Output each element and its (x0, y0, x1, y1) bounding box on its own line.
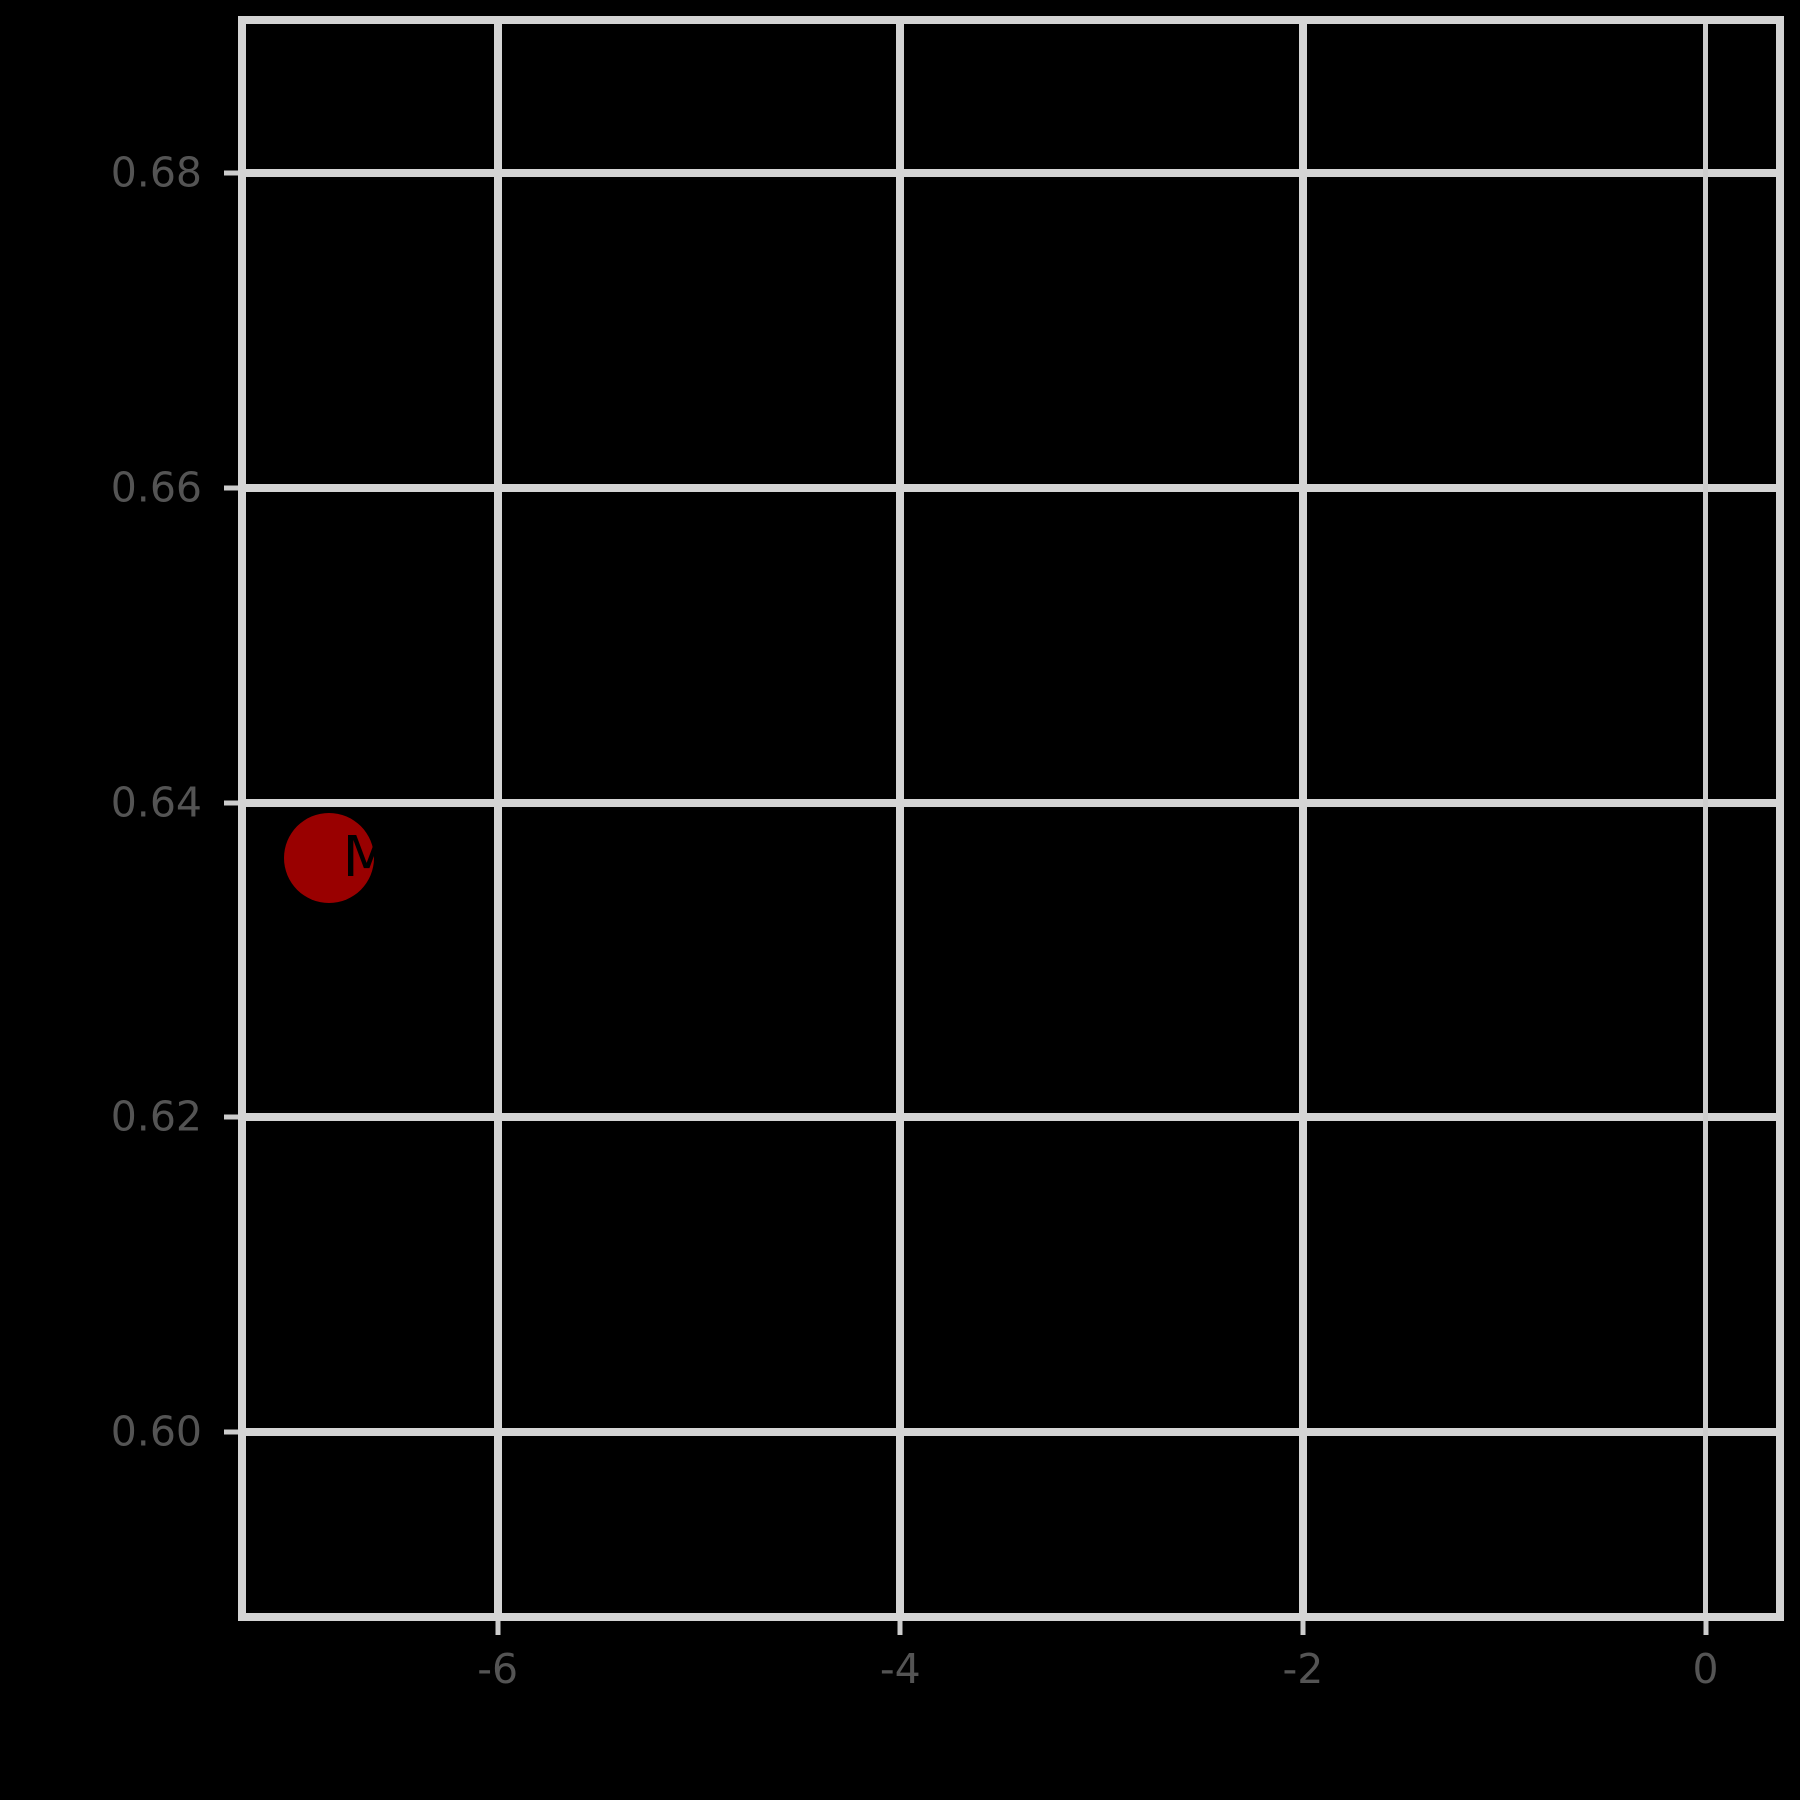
plot-area: 0.60 0.62 0.64 0.66 0.68 -6 -4 -2 0 Mars (111, 16, 1784, 1690)
y-tick-label: 0.66 (110, 463, 202, 512)
gridline-horizontal (246, 1113, 1776, 1122)
gridline-vertical (1703, 24, 1709, 1613)
x-tick-mark (897, 1621, 903, 1635)
y-tick-label: 0.62 (110, 1092, 202, 1141)
y-tick-mark (224, 485, 238, 491)
y-tick-mark (224, 170, 238, 176)
axis-spine-left (238, 16, 246, 1613)
x-tick-mark (1300, 1621, 1306, 1635)
y-tick-mark (224, 1429, 238, 1435)
y-tick-mark (224, 800, 238, 806)
gridline-horizontal (246, 484, 1776, 493)
y-tick-label: 0.60 (110, 1407, 202, 1456)
x-tick-label: -6 (477, 1645, 519, 1693)
x-tick-mark (495, 1621, 501, 1635)
x-tick-label: -4 (879, 1645, 921, 1693)
axis-spine-bottom (238, 1613, 1784, 1621)
axis-spine-right (1776, 16, 1784, 1613)
data-point-label: Mars (342, 824, 478, 890)
axis-spine-top (238, 16, 1784, 24)
data-point-marker[interactable] (283, 812, 374, 903)
gridline-horizontal (246, 169, 1776, 178)
gridline-vertical (896, 24, 905, 1613)
x-tick-label: -2 (1282, 1645, 1324, 1693)
gridline-vertical (493, 24, 502, 1613)
x-tick-label: 0 (1692, 1645, 1719, 1693)
gridline-horizontal (246, 1428, 1776, 1437)
x-tick-mark (1703, 1621, 1709, 1635)
y-tick-label: 0.64 (110, 778, 202, 827)
gridline-vertical (1298, 24, 1307, 1613)
y-tick-mark (224, 1114, 238, 1120)
y-tick-label: 0.68 (110, 148, 202, 197)
gridline-horizontal (246, 798, 1776, 807)
